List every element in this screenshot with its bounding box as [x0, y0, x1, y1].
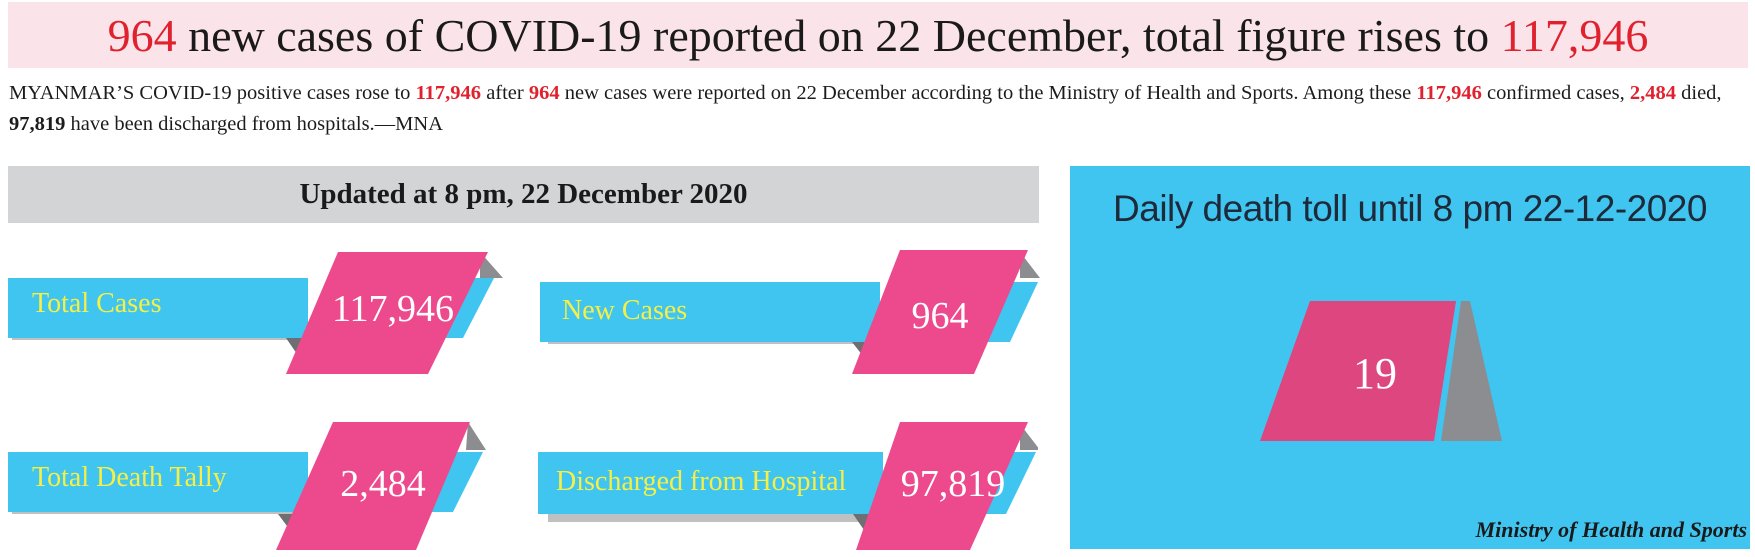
stat-card-shapes	[8, 252, 503, 374]
headline-text: new cases of COVID-19 reported on 22 Dec…	[176, 9, 1501, 61]
source-credit: Ministry of Health and Sports	[1475, 517, 1747, 542]
stat-card-total-death-tally: Total Death Tally 2,484	[8, 416, 508, 556]
stat-card-shapes	[538, 422, 1038, 550]
headline-new-cases: 964	[107, 9, 177, 61]
intro-text-3: new cases were reported on 22 December a…	[559, 82, 1417, 104]
stat-card-total-cases: Total Cases 117,946	[8, 240, 508, 380]
stat-value: 2,484	[340, 463, 426, 505]
stat-card-discharged: Discharged from Hospital 97,819	[538, 416, 1038, 556]
headline: 964 new cases of COVID-19 reported on 22…	[8, 2, 1748, 68]
stat-label: Discharged from Hospital	[556, 466, 847, 497]
intro-paragraph: MYANMAR’S COVID-19 positive cases rose t…	[9, 78, 1754, 140]
stat-label: New Cases	[562, 295, 688, 326]
intro-text-5: died,	[1676, 82, 1722, 104]
intro-discharged: 97,819	[9, 113, 66, 135]
intro-new: 964	[528, 82, 560, 104]
headline-total: 117,946	[1500, 9, 1649, 61]
intro-text-6: have been discharged from hospitals.—MNA	[65, 113, 444, 135]
stat-card-shapes	[540, 250, 1040, 374]
stat-value: 964	[911, 295, 969, 337]
intro-text-4: confirmed cases,	[1481, 82, 1630, 104]
daily-death-value: 19	[1353, 349, 1397, 398]
intro-text-1: MYANMAR’S COVID-19 positive cases rose t…	[9, 82, 416, 104]
intro-deaths: 2,484	[1629, 82, 1677, 104]
intro-total-2: 117,946	[1416, 82, 1482, 104]
stat-card-shapes	[8, 422, 486, 550]
stat-value: 97,819	[900, 463, 1006, 505]
stat-value: 117,946	[331, 288, 455, 330]
update-banner: Updated at 8 pm, 22 December 2020	[8, 166, 1039, 223]
daily-death-title: Daily death toll until 8 pm 22-12-2020	[1113, 188, 1707, 229]
intro-text-2: after	[481, 82, 529, 104]
stat-label: Total Death Tally	[32, 462, 227, 493]
stat-card-new-cases: New Cases 964	[540, 240, 1040, 380]
daily-death-panel: Daily death toll until 8 pm 22-12-2020	[1070, 166, 1750, 549]
daily-death-shapes	[1260, 301, 1502, 441]
intro-total: 117,946	[415, 82, 482, 104]
stat-label: Total Cases	[32, 288, 162, 319]
